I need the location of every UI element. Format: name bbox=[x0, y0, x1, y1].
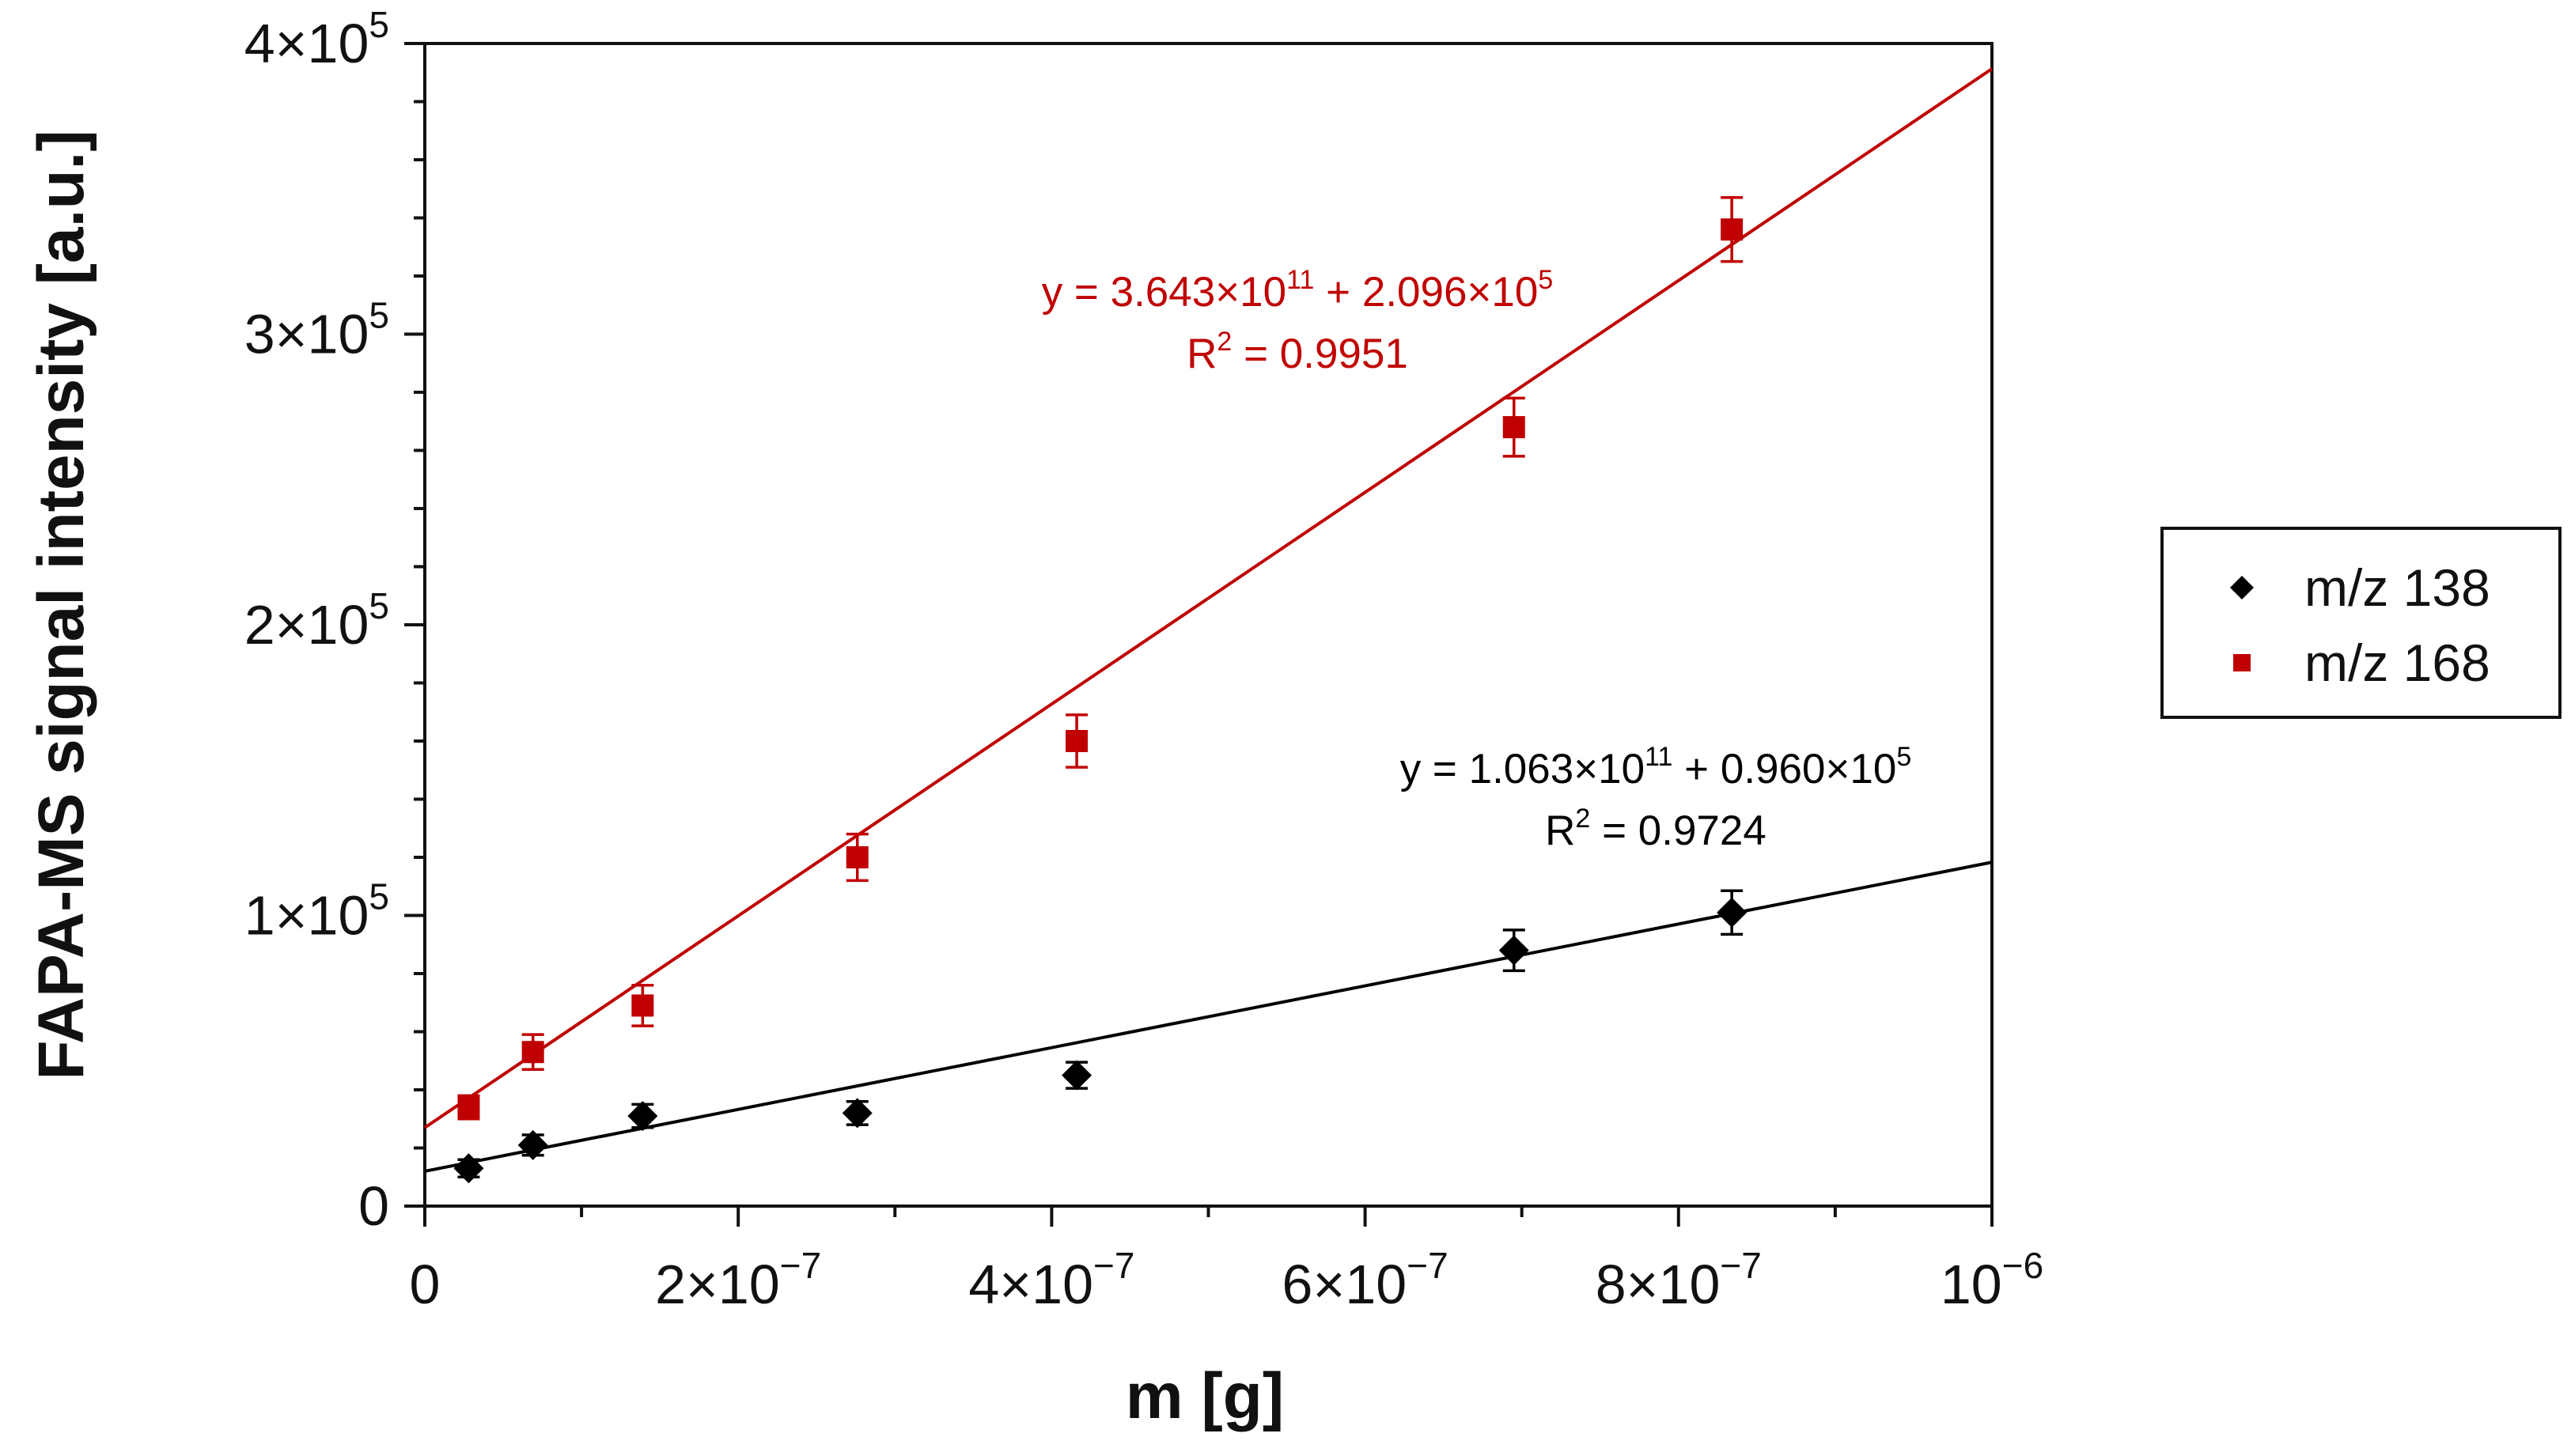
y-axis-title: FAPA-MS signal intensity [a.u.] bbox=[25, 130, 97, 1080]
legend-label: m/z 138 bbox=[2304, 558, 2490, 617]
x-tick-label: 0 bbox=[410, 1254, 441, 1315]
plot-frame bbox=[423, 42, 1994, 1208]
fit-r2-series-2: R2 = 0.9951 bbox=[1187, 327, 1408, 377]
data-markers bbox=[453, 218, 1747, 1184]
legend-entry-series-2: m/z 168 bbox=[2233, 633, 2490, 692]
legend-marker bbox=[2233, 654, 2251, 671]
data-point-series-2 bbox=[457, 1096, 480, 1119]
data-point-series-2 bbox=[1502, 416, 1525, 439]
legend-marker bbox=[2230, 576, 2254, 599]
x-tick-label: 2×10−7 bbox=[655, 1245, 821, 1315]
y-tick-label: 1×105 bbox=[244, 876, 389, 947]
y-axis-ticks: 0 1×105 2×105 3×105 4×105 bbox=[244, 4, 425, 1237]
fit-equation-series-2: y = 3.643×1011 + 2.096×105 bbox=[1042, 265, 1554, 316]
legend-frame bbox=[2160, 527, 2562, 719]
y-tick-label: 2×105 bbox=[244, 585, 389, 656]
data-point-series-1 bbox=[842, 1098, 873, 1129]
data-point-series-2 bbox=[631, 994, 654, 1017]
data-point-series-1 bbox=[1498, 935, 1529, 966]
y-tick-label: 4×105 bbox=[244, 4, 389, 74]
fit-line-series-1 bbox=[424, 860, 1993, 1173]
fit-annotations: y = 1.063×1011 + 0.960×105 R2 = 0.9724 y =… bbox=[1042, 265, 1912, 854]
legend-entry-series-1: m/z 138 bbox=[2230, 558, 2490, 617]
data-point-series-1 bbox=[1717, 897, 1747, 928]
y-tick-label: 3×105 bbox=[244, 295, 389, 365]
x-tick-label: 8×10−7 bbox=[1596, 1245, 1762, 1315]
data-point-series-2 bbox=[1066, 730, 1089, 752]
data-point-series-1 bbox=[1062, 1060, 1092, 1091]
fit-line-series-2 bbox=[423, 67, 1994, 1129]
legend-label: m/z 168 bbox=[2304, 633, 2490, 692]
fit-r2-series-1: R2 = 0.9724 bbox=[1545, 804, 1766, 854]
data-point-series-2 bbox=[846, 846, 869, 868]
error-bars bbox=[457, 196, 1744, 1178]
x-tick-label: 4×10−7 bbox=[968, 1245, 1134, 1315]
data-point-series-2 bbox=[521, 1041, 544, 1064]
fit-lines bbox=[423, 67, 1994, 1173]
data-point-series-1 bbox=[517, 1129, 548, 1160]
y-tick-label: 0 bbox=[358, 1175, 389, 1237]
fit-equation-series-1: y = 1.063×1011 + 0.960×105 bbox=[1400, 742, 1912, 792]
x-axis-ticks: 0 2×10−7 4×10−7 6×10−7 8×10−7 10−6 bbox=[410, 1206, 2043, 1315]
x-tick-label: 10−6 bbox=[1941, 1245, 2043, 1315]
x-axis-title: m [g] bbox=[1126, 1360, 1284, 1432]
plot-area bbox=[423, 42, 1994, 1208]
x-tick-label: 6×10−7 bbox=[1282, 1245, 1448, 1315]
data-point-series-2 bbox=[1721, 218, 1744, 241]
legend: m/z 138 m/z 168 bbox=[2160, 527, 2562, 719]
data-point-series-1 bbox=[453, 1153, 484, 1184]
data-point-series-1 bbox=[627, 1101, 658, 1132]
